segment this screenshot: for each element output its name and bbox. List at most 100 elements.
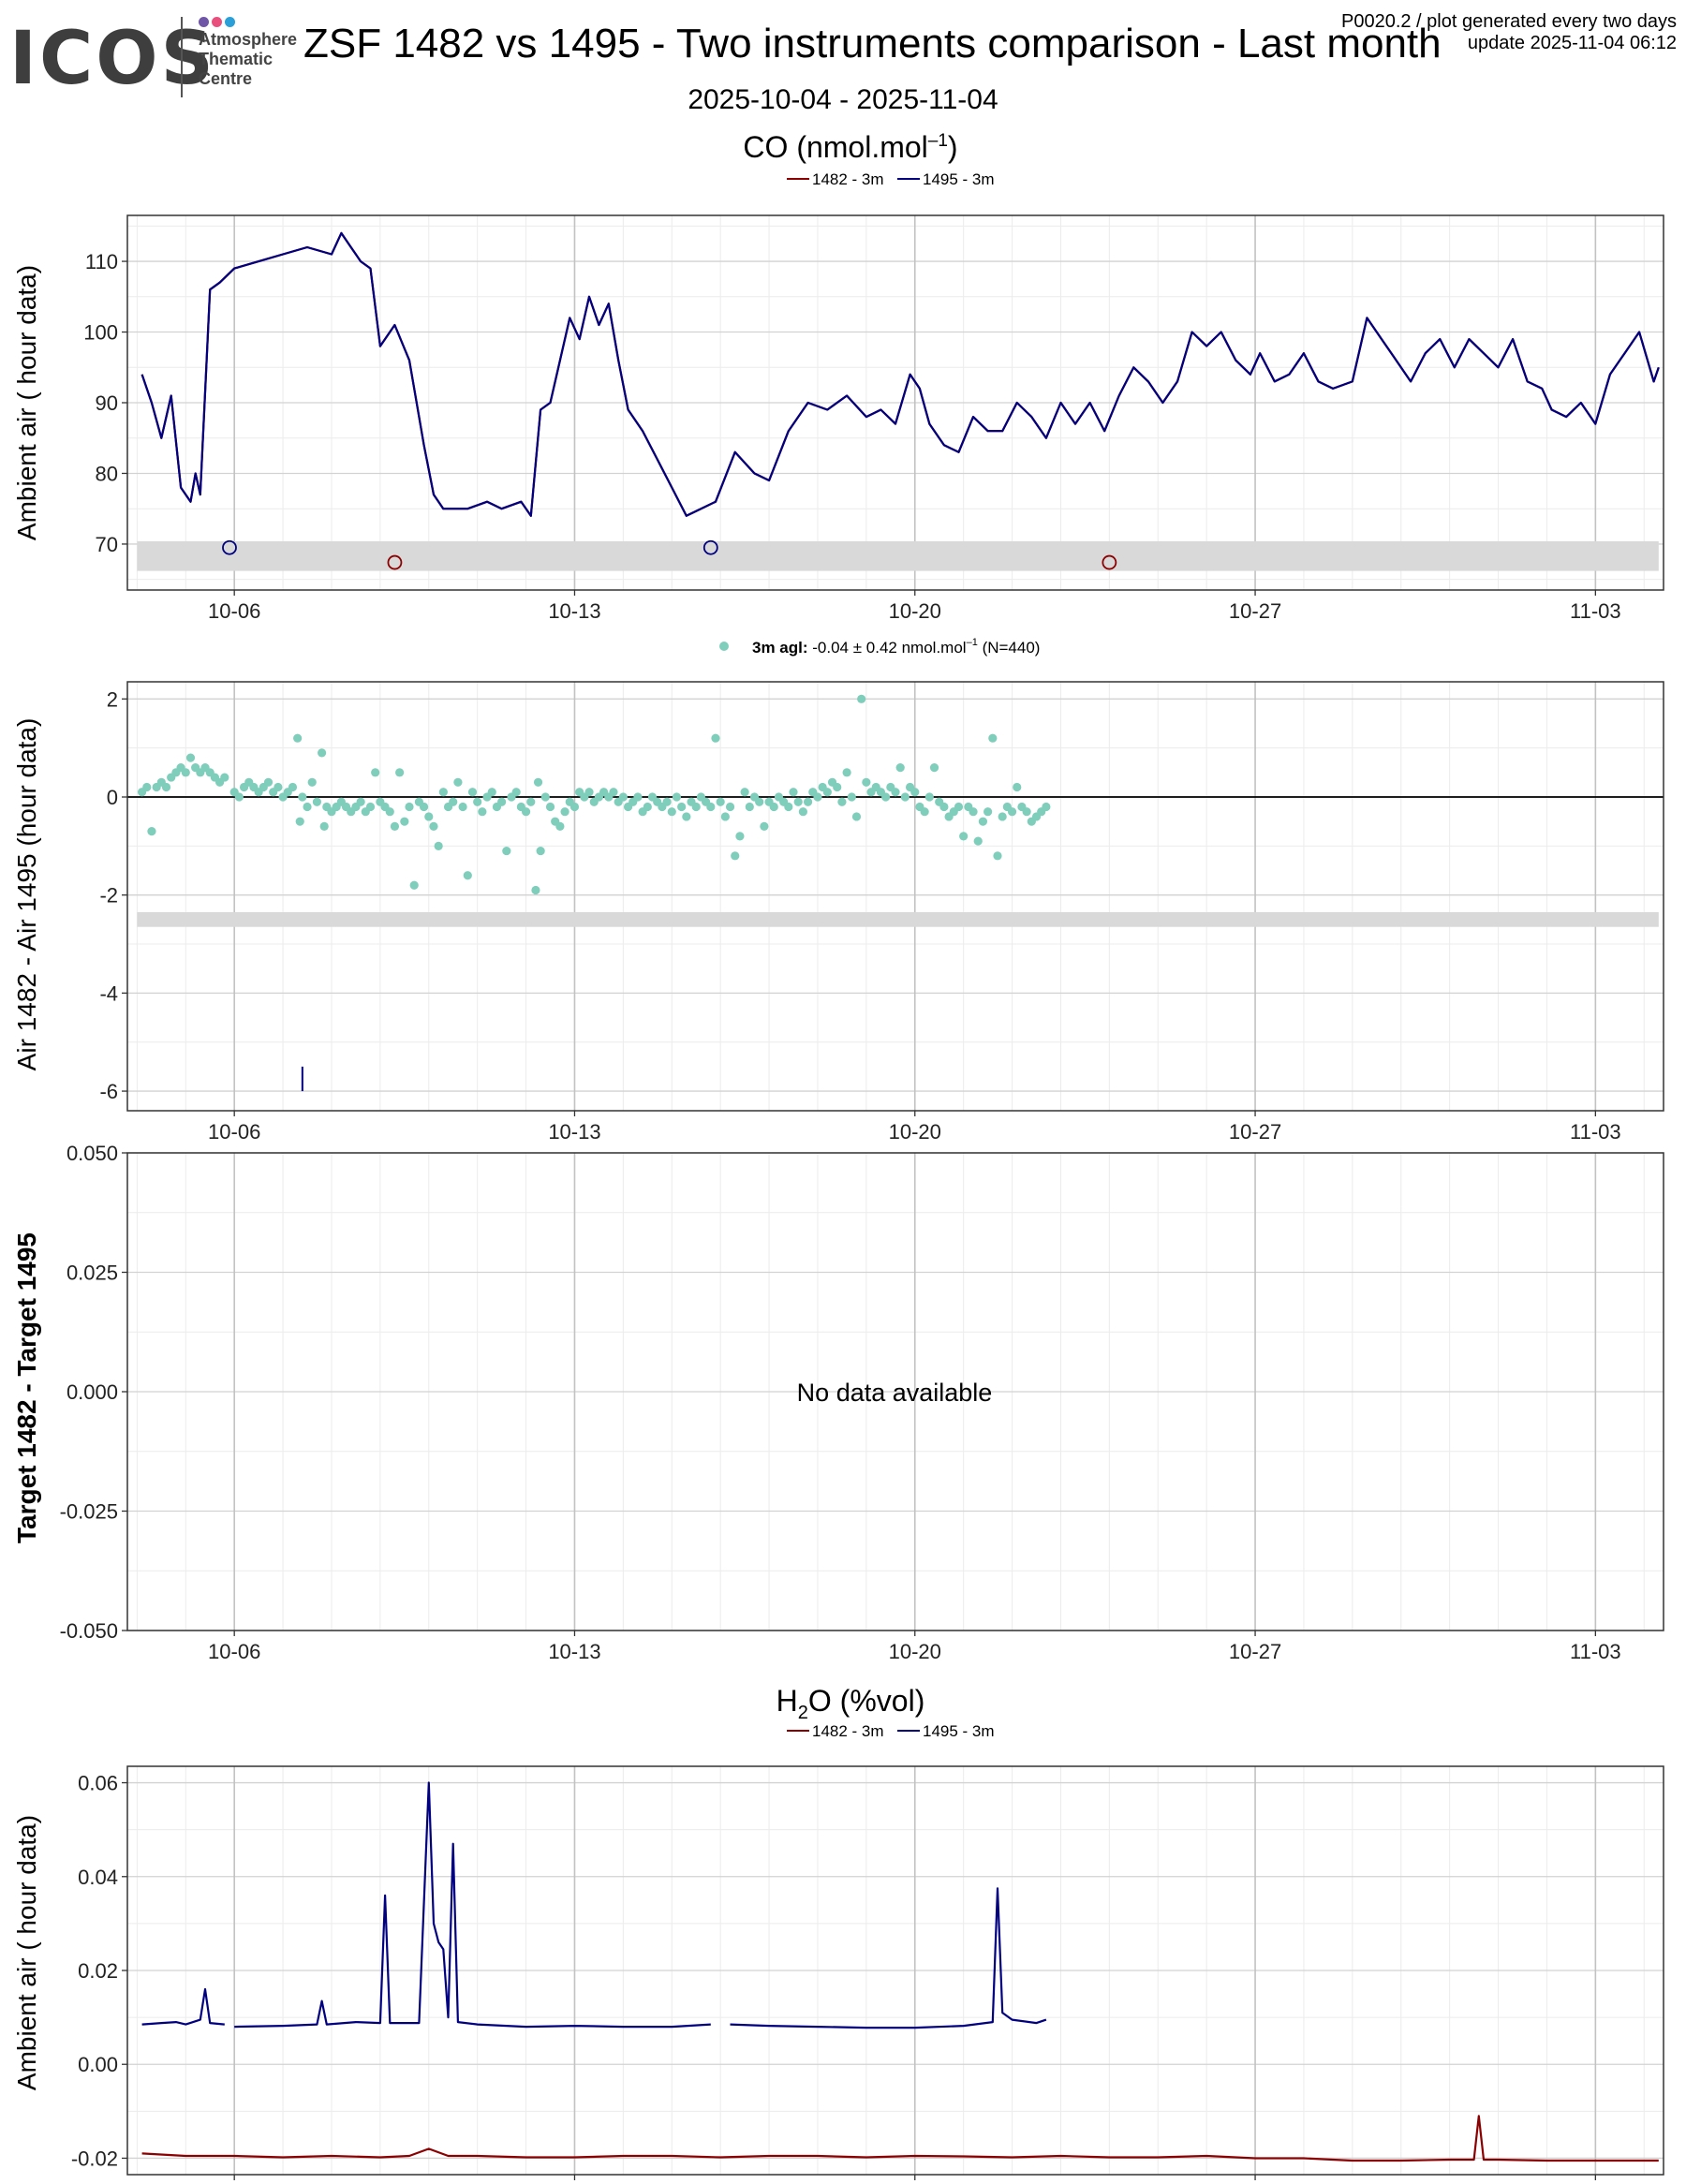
no-data-annotation: No data available [797, 1379, 993, 1407]
flag-marker [387, 554, 403, 570]
scatter-point [725, 802, 735, 812]
series-line-1 [141, 1781, 1047, 2029]
x-tick-label: 11-03 [1570, 1120, 1621, 1144]
scatter-point [1022, 807, 1031, 817]
diff-legend-label: 3m agl: -0.04 ± 0.42 nmol.mol–1 (N=440) [752, 637, 1040, 657]
scatter-point [803, 797, 813, 806]
x-tick-label: 10-06 [208, 1120, 260, 1144]
scatter-point [969, 807, 978, 817]
scatter-point [740, 788, 749, 797]
y-tick-label: 0 [107, 786, 118, 809]
scatter-point [234, 792, 244, 802]
y-tick-label: 0.04 [78, 1866, 118, 1889]
scatter-point [706, 802, 716, 812]
x-tick-label: 11-03 [1570, 1640, 1621, 1663]
scatter-point [720, 812, 730, 821]
scatter-point [691, 802, 701, 812]
y-tick-label: -0.025 [60, 1500, 118, 1524]
y-tick-label: 0.050 [67, 1142, 118, 1165]
y-tick-label: 100 [83, 321, 118, 345]
logo-line-1: Atmosphere [199, 30, 298, 49]
scatter-point [769, 802, 778, 812]
scatter-point [497, 797, 507, 806]
scatter-point [303, 802, 312, 812]
scatter-point [822, 788, 832, 797]
scatter-point [409, 880, 419, 890]
scatter-point [837, 797, 847, 806]
diff-legend: 3m agl: -0.04 ± 0.42 nmol.mol–1 (N=440) [719, 637, 1040, 657]
scatter-point [857, 694, 866, 703]
reference-band [137, 912, 1659, 927]
x-tick-label: 10-06 [208, 599, 260, 623]
scatter-point [560, 807, 569, 817]
h2o-legend: 1482 - 3m 1495 - 3m [787, 1722, 995, 1740]
scatter-point [609, 788, 618, 797]
logo-subtitle: Atmosphere Thematic Centre [199, 30, 297, 89]
scatter-point [467, 788, 478, 797]
scatter-point [545, 802, 555, 812]
scatter-point [677, 802, 687, 812]
scatter-point [161, 782, 171, 792]
flag-marker [702, 539, 718, 555]
scatter-point [920, 807, 929, 817]
scatter-point [521, 807, 531, 817]
scatter-point [662, 797, 672, 806]
target-chart-panel: -0.050 -0.025 0.000 0.025 0.050 10-06 10-13 10-… [60, 1142, 1664, 1663]
scatter-point [745, 802, 754, 812]
y-tick-label: 110 [85, 250, 118, 273]
scatter-point [862, 777, 871, 787]
scatter-point [307, 777, 317, 787]
co-title: CO (nmol.mol–1) [743, 130, 957, 164]
scatter-point [458, 802, 467, 812]
scatter-point [220, 773, 229, 782]
scatter-point [312, 797, 322, 806]
logo-line-3: Centre [199, 69, 253, 88]
scatter-point [288, 782, 298, 792]
scatter-point [959, 832, 969, 841]
x-tick-label: 10-13 [548, 1120, 600, 1144]
scatter-point [533, 777, 543, 787]
y-tick-label: -2 [99, 884, 118, 908]
scatter-point [400, 817, 409, 826]
scatter-point [298, 792, 307, 802]
diff-legend-swatch [719, 642, 729, 651]
scatter-point [716, 797, 725, 806]
logo-separator [181, 17, 183, 97]
scatter-point [881, 792, 891, 802]
scatter-point [998, 812, 1007, 821]
target-ylabel: Target 1482 - Target 1495 [12, 1232, 41, 1543]
scatter-point [672, 792, 682, 802]
scatter-point [910, 788, 920, 797]
scatter-point [891, 788, 900, 797]
scatter-point [954, 802, 964, 812]
scatter-point [263, 777, 274, 787]
x-tick-label: 10-06 [208, 1640, 260, 1663]
series-line-1 [140, 231, 1660, 517]
co-legend-label-1482: 1482 - 3m [812, 170, 884, 188]
scatter-point [293, 733, 303, 743]
scatter-point [365, 802, 376, 812]
scatter-point [711, 733, 720, 743]
y-tick-label: -0.050 [60, 1619, 118, 1643]
reference-band [137, 540, 1659, 571]
scatter-point [569, 802, 580, 812]
scatter-point [555, 821, 565, 832]
x-tick-label: 10-27 [1229, 599, 1281, 623]
scatter-point [939, 802, 949, 812]
scatter-point [147, 827, 156, 836]
x-tick-label: 10-27 [1229, 1120, 1281, 1144]
plot-info-line-2: update 2025-11-04 06:12 [1467, 33, 1677, 53]
scatter-point [395, 768, 405, 777]
co-ylabel: Ambient air ( hour data) [12, 265, 41, 540]
scatter-point [798, 807, 807, 817]
logo-dot-3 [225, 17, 235, 27]
scatter-point [813, 792, 822, 802]
scatter-point [478, 807, 487, 817]
scatter-point [847, 792, 856, 802]
scatter-point [760, 821, 769, 832]
scatter-point [536, 846, 545, 856]
y-tick-label: 0.000 [67, 1380, 118, 1404]
x-tick-label: 10-13 [548, 599, 600, 623]
scatter-point [438, 788, 448, 797]
